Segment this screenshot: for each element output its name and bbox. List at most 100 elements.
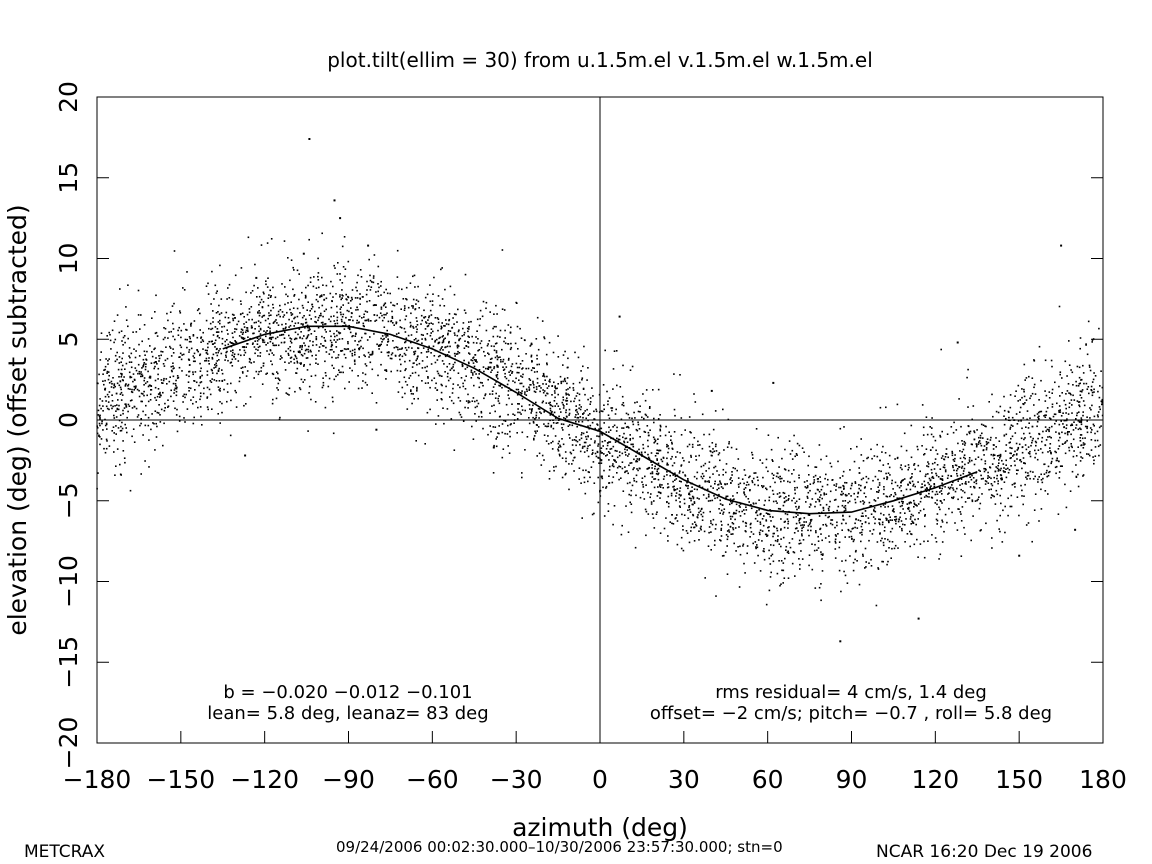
- scatter-point: [270, 314, 272, 316]
- scatter-point: [851, 538, 853, 540]
- scatter-point: [1038, 432, 1040, 435]
- scatter-point: [776, 529, 779, 532]
- scatter-point: [647, 439, 649, 442]
- scatter-point: [221, 380, 224, 382]
- scatter-point: [1001, 477, 1003, 479]
- scatter-point: [579, 443, 581, 446]
- scatter-point: [859, 489, 862, 492]
- scatter-point: [1079, 337, 1082, 339]
- scatter-point: [813, 549, 816, 552]
- scatter-point: [772, 516, 774, 518]
- scatter-point: [798, 474, 800, 477]
- scatter-point: [375, 304, 377, 306]
- scatter-point: [1017, 400, 1019, 402]
- scatter-point: [219, 319, 221, 322]
- scatter-point: [608, 459, 610, 461]
- scatter-point: [386, 344, 388, 346]
- scatter-point: [435, 423, 437, 425]
- scatter-point: [610, 407, 612, 409]
- scatter-point: [300, 323, 303, 325]
- scatter-point: [342, 313, 345, 316]
- scatter-point: [930, 468, 933, 471]
- scatter-point: [730, 518, 732, 520]
- scatter-point: [274, 377, 277, 379]
- scatter-point: [105, 422, 108, 425]
- scatter-point: [454, 341, 457, 344]
- scatter-point: [586, 408, 588, 411]
- scatter-point: [666, 445, 668, 448]
- scatter-point: [531, 409, 533, 411]
- scatter-point: [743, 469, 746, 471]
- scatter-point: [483, 397, 485, 400]
- scatter-point: [550, 412, 553, 414]
- scatter-point: [199, 353, 202, 356]
- scatter-point: [834, 540, 837, 543]
- scatter-point: [793, 469, 795, 471]
- scatter-point: [874, 510, 877, 513]
- scatter-point: [978, 441, 980, 443]
- scatter-point: [381, 314, 383, 317]
- scatter-point: [890, 494, 892, 496]
- scatter-point: [980, 458, 983, 461]
- scatter-point: [808, 554, 811, 556]
- scatter-point: [679, 452, 681, 454]
- scatter-point: [98, 404, 101, 407]
- scatter-point: [158, 404, 160, 406]
- scatter-point: [336, 330, 338, 332]
- scatter-point: [742, 520, 744, 523]
- scatter-point: [421, 338, 423, 340]
- scatter-point: [489, 358, 492, 360]
- scatter-point: [190, 323, 192, 326]
- scatter-point: [535, 401, 537, 404]
- scatter-point: [1067, 431, 1069, 433]
- scatter-point: [158, 355, 160, 357]
- scatter-point: [637, 423, 640, 426]
- scatter-point: [359, 269, 362, 271]
- scatter-point: [943, 466, 946, 469]
- scatter-point: [525, 353, 527, 355]
- scatter-point: [594, 440, 596, 442]
- scatter-point: [659, 485, 661, 487]
- scatter-point: [491, 405, 493, 407]
- scatter-point: [596, 450, 599, 453]
- scatter-point: [310, 308, 313, 310]
- scatter-point: [608, 475, 610, 477]
- scatter-point: [847, 528, 850, 531]
- scatter-point: [129, 375, 131, 378]
- scatter-point: [496, 374, 499, 376]
- scatter-point: [970, 539, 972, 542]
- scatter-point: [251, 290, 254, 292]
- scatter-point: [113, 414, 115, 417]
- scatter-point: [844, 574, 847, 577]
- scatter-point: [416, 356, 419, 358]
- scatter-point: [176, 377, 179, 379]
- scatter-point: [167, 399, 169, 401]
- scatter-point: [674, 472, 676, 475]
- scatter-point: [1076, 414, 1078, 417]
- scatter-point: [688, 461, 690, 463]
- scatter-point: [657, 467, 660, 470]
- scatter-point: [289, 324, 292, 327]
- scatter-point: [380, 280, 382, 283]
- scatter-point: [770, 555, 772, 557]
- scatter-point: [615, 461, 617, 463]
- scatter-point: [618, 465, 620, 468]
- scatter-point: [967, 368, 969, 371]
- scatter-point: [1020, 484, 1022, 487]
- scatter-point: [420, 352, 423, 354]
- scatter-point: [302, 324, 304, 326]
- scatter-point: [558, 446, 560, 448]
- scatter-point: [323, 294, 325, 296]
- scatter-point: [597, 445, 599, 447]
- scatter-point: [1064, 452, 1067, 455]
- scatter-point: [380, 308, 383, 310]
- scatter-point: [105, 447, 108, 450]
- scatter-point: [647, 513, 650, 515]
- scatter-point: [835, 535, 837, 537]
- scatter-point: [866, 457, 868, 460]
- scatter-point: [1010, 457, 1012, 459]
- scatter-point: [329, 330, 331, 332]
- scatter-point: [708, 481, 710, 483]
- scatter-point: [894, 481, 897, 484]
- scatter-point: [108, 374, 110, 377]
